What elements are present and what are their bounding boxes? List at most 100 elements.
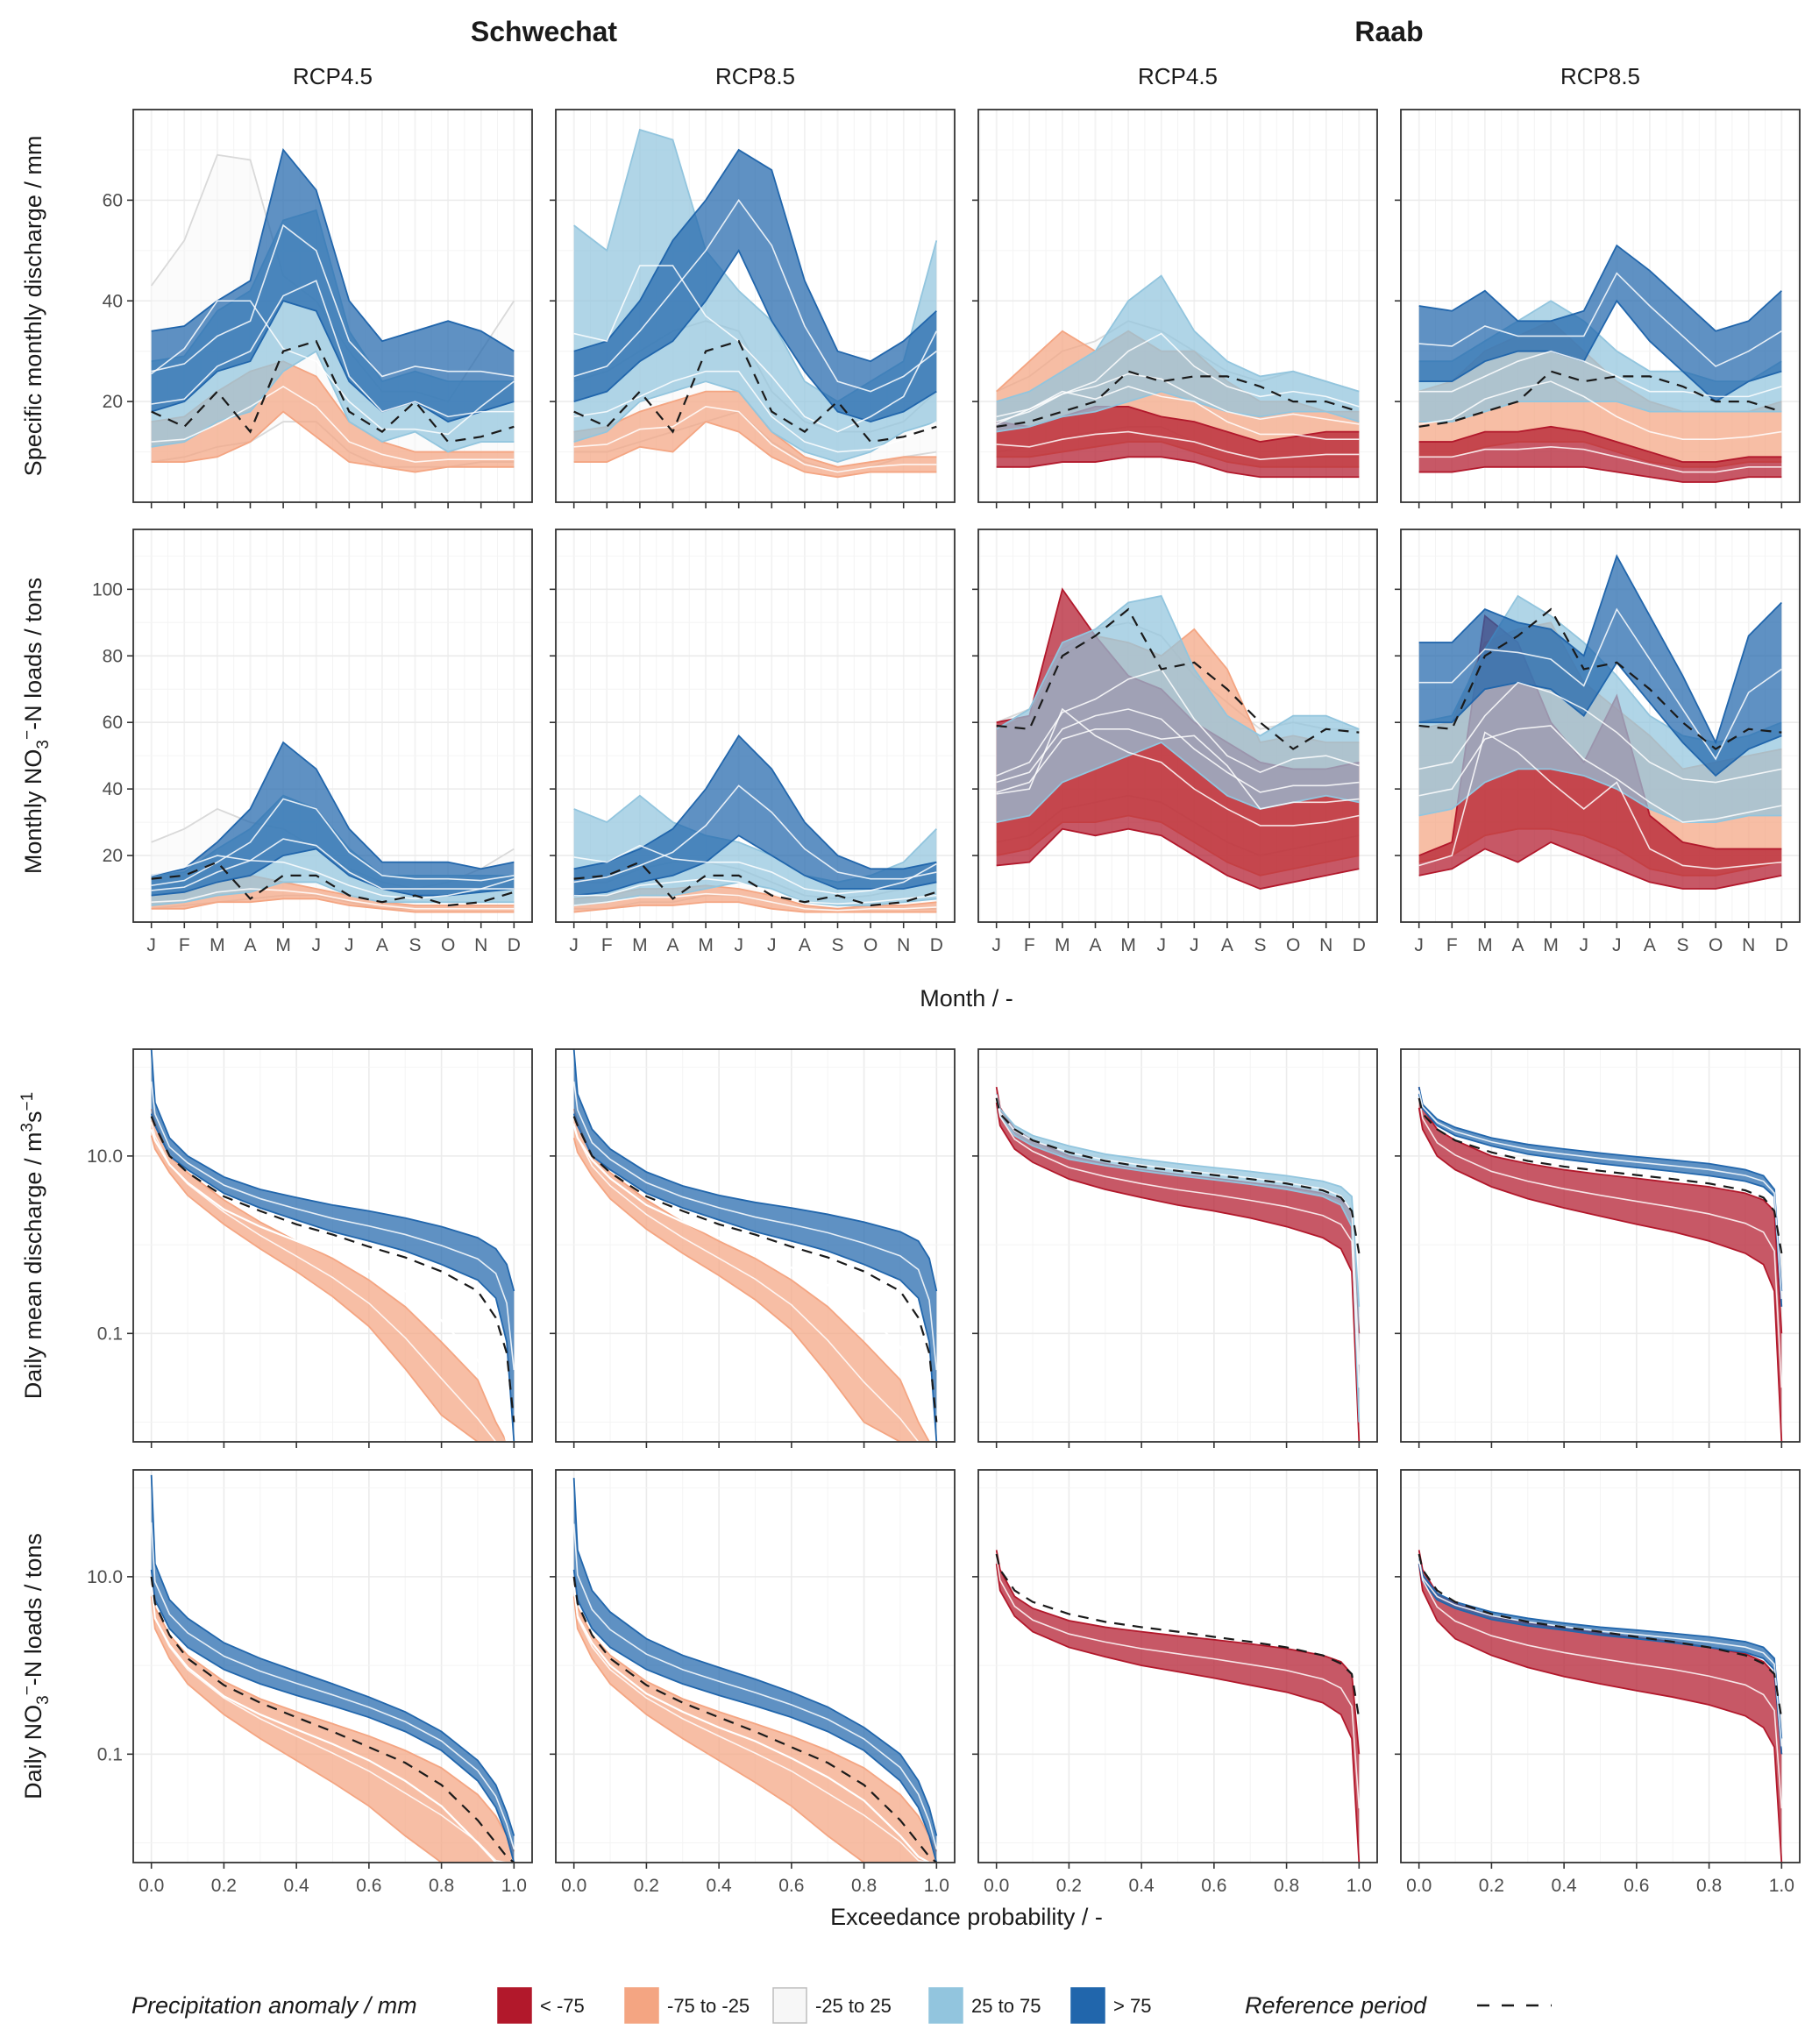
panel-daily-no3-n-load-duration-curves-raab-rcp4-5: 0.0 0.2 0.4 0.6 0.8 1.0 [972, 1469, 1378, 1896]
scenario-header-2: RCP4.5 [1138, 63, 1218, 89]
reference-line [1418, 607, 1782, 750]
member-line-75 [150, 1522, 515, 1849]
member-line-25-to-25 [573, 877, 937, 905]
y-tick-label: 20 [103, 846, 123, 866]
ribbon-upper-edge-75 [572, 1049, 938, 1292]
x-tick-label: J [345, 935, 354, 955]
member-line-75-to-25 [150, 1586, 515, 1863]
ribbon-75 [996, 1550, 1360, 1863]
legend-label: -75 to -25 [667, 1995, 750, 2017]
ribbon-upper-edge-75-to-25 [150, 1576, 515, 1852]
legend-reference-label: Reference period [1245, 1992, 1427, 2019]
panel-specific-monthly-discharge-raab-rcp4-5 [972, 109, 1378, 508]
x-tick-label: A [666, 935, 679, 955]
x-tick-label: 0.2 [1056, 1876, 1082, 1896]
ribbon-upper-edge-75 [151, 741, 515, 877]
x-tick-label: D [1353, 935, 1366, 955]
ribbon-lower-edge-25-to-75 [996, 390, 1360, 433]
ribbons [1418, 554, 1782, 890]
legend-label: -25 to 25 [815, 1995, 892, 2017]
reference-line [151, 339, 515, 444]
ribbons [995, 1550, 1361, 1863]
scenario-header-1: RCP8.5 [715, 63, 795, 89]
x-tick-label: F [179, 935, 190, 955]
panel-border [555, 1048, 956, 1443]
legend-item-75: > 75 [1070, 1987, 1151, 2024]
panel-daily-no3-n-load-duration-curves-schwechat-rcp8-5: 0.0 0.2 0.4 0.6 0.8 1.0 [550, 1469, 956, 1896]
ribbon-upper-edge-25-to-75 [996, 274, 1360, 402]
x-tick-label: 0.0 [139, 1876, 164, 1896]
scenario-header-3: RCP8.5 [1560, 63, 1640, 89]
catchment-header-raab: Raab [1354, 16, 1423, 47]
x-tick-label: 0.6 [1201, 1876, 1226, 1896]
ribbon-upper-edge-75 [1418, 244, 1782, 332]
legend-swatch [624, 1987, 659, 2024]
x-tick-label: S [1677, 935, 1689, 955]
x-tick-label: 0.4 [1552, 1876, 1578, 1896]
ribbon-25-to-75 [996, 275, 1360, 432]
x-tick-label: J [991, 935, 1001, 955]
panel-border [977, 529, 1378, 923]
member-line-25-to-75 [573, 844, 937, 895]
member-line-75 [996, 430, 1360, 460]
member-line-75 [1418, 1089, 1783, 1299]
panel-border [1400, 109, 1801, 503]
ribbon-upper-edge-75 [573, 148, 937, 363]
ribbon-lower-edge-75 [1418, 1563, 1783, 1863]
reference-line [995, 1553, 1361, 1720]
ribbon-lower-edge-75-to-25 [573, 421, 937, 479]
member-line-75 [1418, 446, 1782, 473]
ribbon-lower-edge-75 [1418, 1107, 1783, 1442]
ribbon-upper-edge-75 [1418, 425, 1782, 463]
ribbon-lower-edge-75 [995, 1563, 1361, 1863]
x-axis-title-month: Month / - [920, 985, 1013, 1011]
member-line-25-to-25 [996, 708, 1360, 793]
member-line-75-to-25 [572, 1586, 937, 1863]
panel-border [132, 109, 533, 503]
x-tick-label: 1.0 [1347, 1876, 1372, 1896]
column-headers: Schwechat Raab RCP4.5 RCP8.5 RCP4.5 RCP8.5 [293, 16, 1640, 89]
panel-border [555, 109, 956, 503]
member-line-75 [150, 1081, 515, 1371]
member-line-25-to-25 [573, 370, 937, 453]
reference-line [150, 1116, 515, 1423]
x-tick-label: 0.0 [984, 1876, 1009, 1896]
ribbon-75 [1418, 1550, 1782, 1863]
x-tick-label: M [632, 935, 648, 955]
x-tick-label: F [1446, 935, 1458, 955]
ribbon-lower-edge-75-to-25 [573, 901, 937, 913]
reference-line [573, 339, 937, 444]
panel-daily-mean-discharge-duration-curves-schwechat-rcp8-5 [550, 1048, 956, 1448]
member-line-75 [995, 1557, 1361, 1809]
x-tick-label: 0.2 [211, 1876, 237, 1896]
legend-item-75-to-25: -75 to -25 [624, 1987, 750, 2024]
x-tick-label: J [1612, 935, 1622, 955]
ribbon-lower-edge-75 [995, 1102, 1361, 1442]
x-tick-label: M [1120, 935, 1136, 955]
ribbon-lower-edge-75-to-25 [572, 1138, 937, 1442]
reference-line [150, 1576, 515, 1863]
ribbon-upper-edge-25-to-75 [995, 1093, 1361, 1307]
legend-swatch [928, 1987, 963, 2024]
legend-title: Precipitation anomaly / mm [131, 1992, 417, 2019]
member-line-75 [995, 1094, 1361, 1388]
ribbon-lower-edge-25-to-75 [573, 380, 937, 463]
x-tick-label: 0.2 [1479, 1876, 1504, 1896]
ribbon-lower-edge-75 [151, 300, 515, 423]
gridlines [133, 1470, 532, 1863]
x-tick-label: S [832, 935, 844, 955]
member-line-75-to-25 [996, 386, 1360, 441]
x-tick-label: M [210, 935, 225, 955]
x-tick-label: J [1190, 935, 1199, 955]
ribbon-75-to-25 [573, 1576, 937, 1863]
reference-line [573, 861, 937, 907]
x-tick-label: 1.0 [1769, 1876, 1794, 1896]
member-line-75-to-25 [572, 1123, 937, 1442]
x-tick-label: A [1644, 935, 1656, 955]
panel-border [1400, 1469, 1801, 1863]
ribbon-lower-edge-75 [1418, 299, 1782, 403]
x-tick-label: O [441, 935, 455, 955]
